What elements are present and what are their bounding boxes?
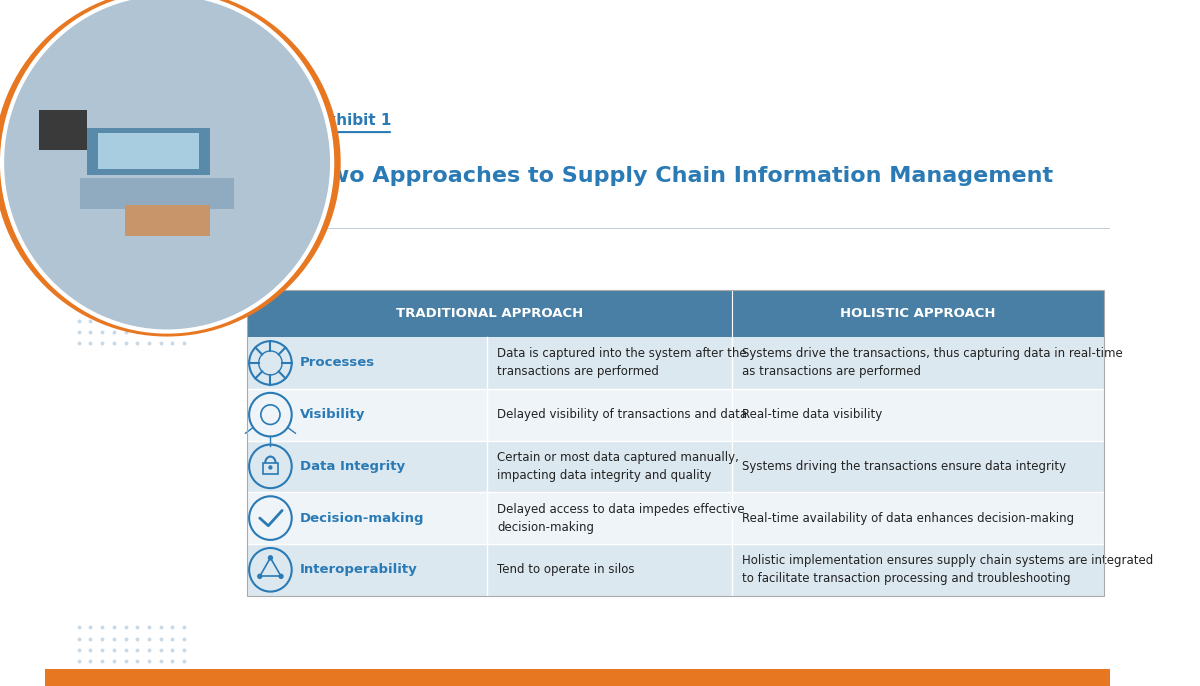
FancyBboxPatch shape [44,669,1110,686]
Ellipse shape [268,555,274,560]
FancyBboxPatch shape [247,389,1104,440]
Ellipse shape [278,573,283,579]
Text: Certain or most data captured manually,
impacting data integrity and quality: Certain or most data captured manually, … [497,451,739,482]
Text: Systems driving the transactions ensure data integrity: Systems driving the transactions ensure … [742,460,1067,473]
Text: Visibility: Visibility [300,408,366,421]
Text: Real-time data visibility: Real-time data visibility [742,408,882,421]
FancyBboxPatch shape [247,493,1104,544]
Text: Holistic implementation ensures supply chain systems are integrated
to facilitat: Holistic implementation ensures supply c… [742,554,1153,585]
Text: Real-time availability of data enhances decision-making: Real-time availability of data enhances … [742,512,1074,525]
Ellipse shape [2,0,332,331]
Ellipse shape [0,0,341,337]
FancyBboxPatch shape [125,205,210,236]
Text: Decision-making: Decision-making [300,512,425,525]
FancyBboxPatch shape [247,290,1104,337]
Ellipse shape [269,465,272,470]
FancyBboxPatch shape [247,544,1104,595]
FancyBboxPatch shape [40,110,88,150]
Text: Two Approaches to Supply Chain Information Management: Two Approaches to Supply Chain Informati… [317,166,1054,186]
Ellipse shape [257,573,263,579]
Text: HOLISTIC APPROACH: HOLISTIC APPROACH [840,307,996,320]
Text: Exhibit 1: Exhibit 1 [317,113,391,128]
Text: Data Integrity: Data Integrity [300,460,406,473]
FancyBboxPatch shape [247,337,1104,389]
Text: Delayed access to data impedes effective
decision-making: Delayed access to data impedes effective… [497,503,745,534]
Text: Systems drive the transactions, thus capturing data in real-time
as transactions: Systems drive the transactions, thus cap… [742,347,1123,379]
Text: TRADITIONAL APPROACH: TRADITIONAL APPROACH [396,307,583,320]
Text: Interoperability: Interoperability [300,563,418,576]
FancyBboxPatch shape [98,132,199,169]
FancyBboxPatch shape [247,440,1104,493]
Text: Delayed visibility of transactions and data: Delayed visibility of transactions and d… [497,408,748,421]
Text: Processes: Processes [300,357,376,370]
Text: Data is captured into the system after the
transactions are performed: Data is captured into the system after t… [497,347,746,379]
FancyBboxPatch shape [88,128,210,175]
FancyBboxPatch shape [79,178,234,209]
Text: Tend to operate in silos: Tend to operate in silos [497,563,635,576]
